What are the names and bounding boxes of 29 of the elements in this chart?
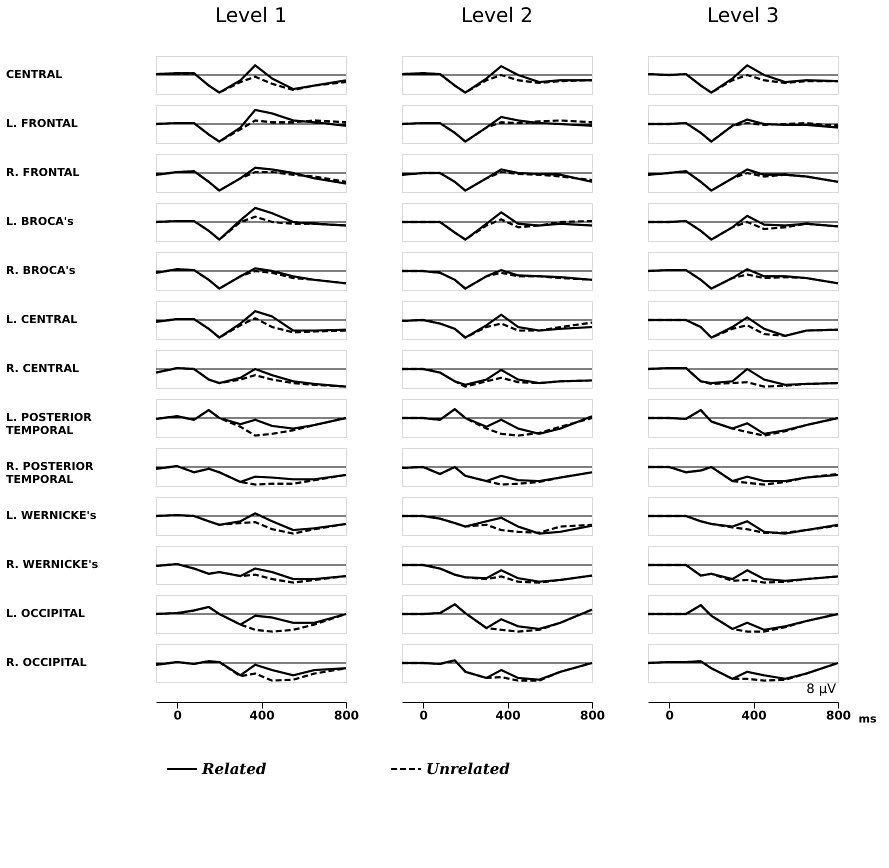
y-axis-title: L. FRONTAL [6, 117, 78, 130]
y-axis-title: L. OCCIPITAL [6, 607, 85, 620]
y-axis-title: L. WERNICKE's [6, 509, 97, 522]
x-tick-label: 0 [419, 708, 428, 722]
y-axis-title: R. POSTERIOR TEMPORAL [6, 460, 94, 486]
y-axis-title: L. BROCA's [6, 215, 74, 228]
y-axis-title: R. WERNICKE's [6, 558, 99, 571]
y-axis-title: CENTRAL [6, 68, 62, 81]
x-tick-label: 0 [665, 708, 674, 722]
x-tick-label: 0 [173, 708, 182, 722]
x-tick-label: 800 [826, 708, 852, 722]
y-axis-title: R. BROCA's [6, 264, 76, 277]
x-tick-label: 400 [250, 708, 275, 722]
x-tick-label: 400 [496, 708, 521, 722]
x-tick-label: 800 [580, 708, 606, 722]
chart-title: Level 2 [461, 3, 533, 27]
y-axis-title: L. POSTERIOR TEMPORAL [6, 411, 92, 437]
x-tick-label: 800 [334, 708, 360, 722]
legend-label: Related [201, 760, 267, 778]
chart-title: Level 3 [707, 3, 779, 27]
y-axis-title: L. CENTRAL [6, 313, 78, 326]
x-tick-label: 400 [742, 708, 767, 722]
y-axis-title: R. CENTRAL [6, 362, 79, 375]
y-axis-title: R. FRONTAL [6, 166, 80, 179]
y-axis-title: R. OCCIPITAL [6, 656, 87, 669]
chart-title: Level 1 [215, 3, 287, 27]
x-axis-title: ms [858, 712, 877, 726]
legend-label: Unrelated [426, 760, 510, 778]
text: 8 µV [806, 682, 836, 697]
